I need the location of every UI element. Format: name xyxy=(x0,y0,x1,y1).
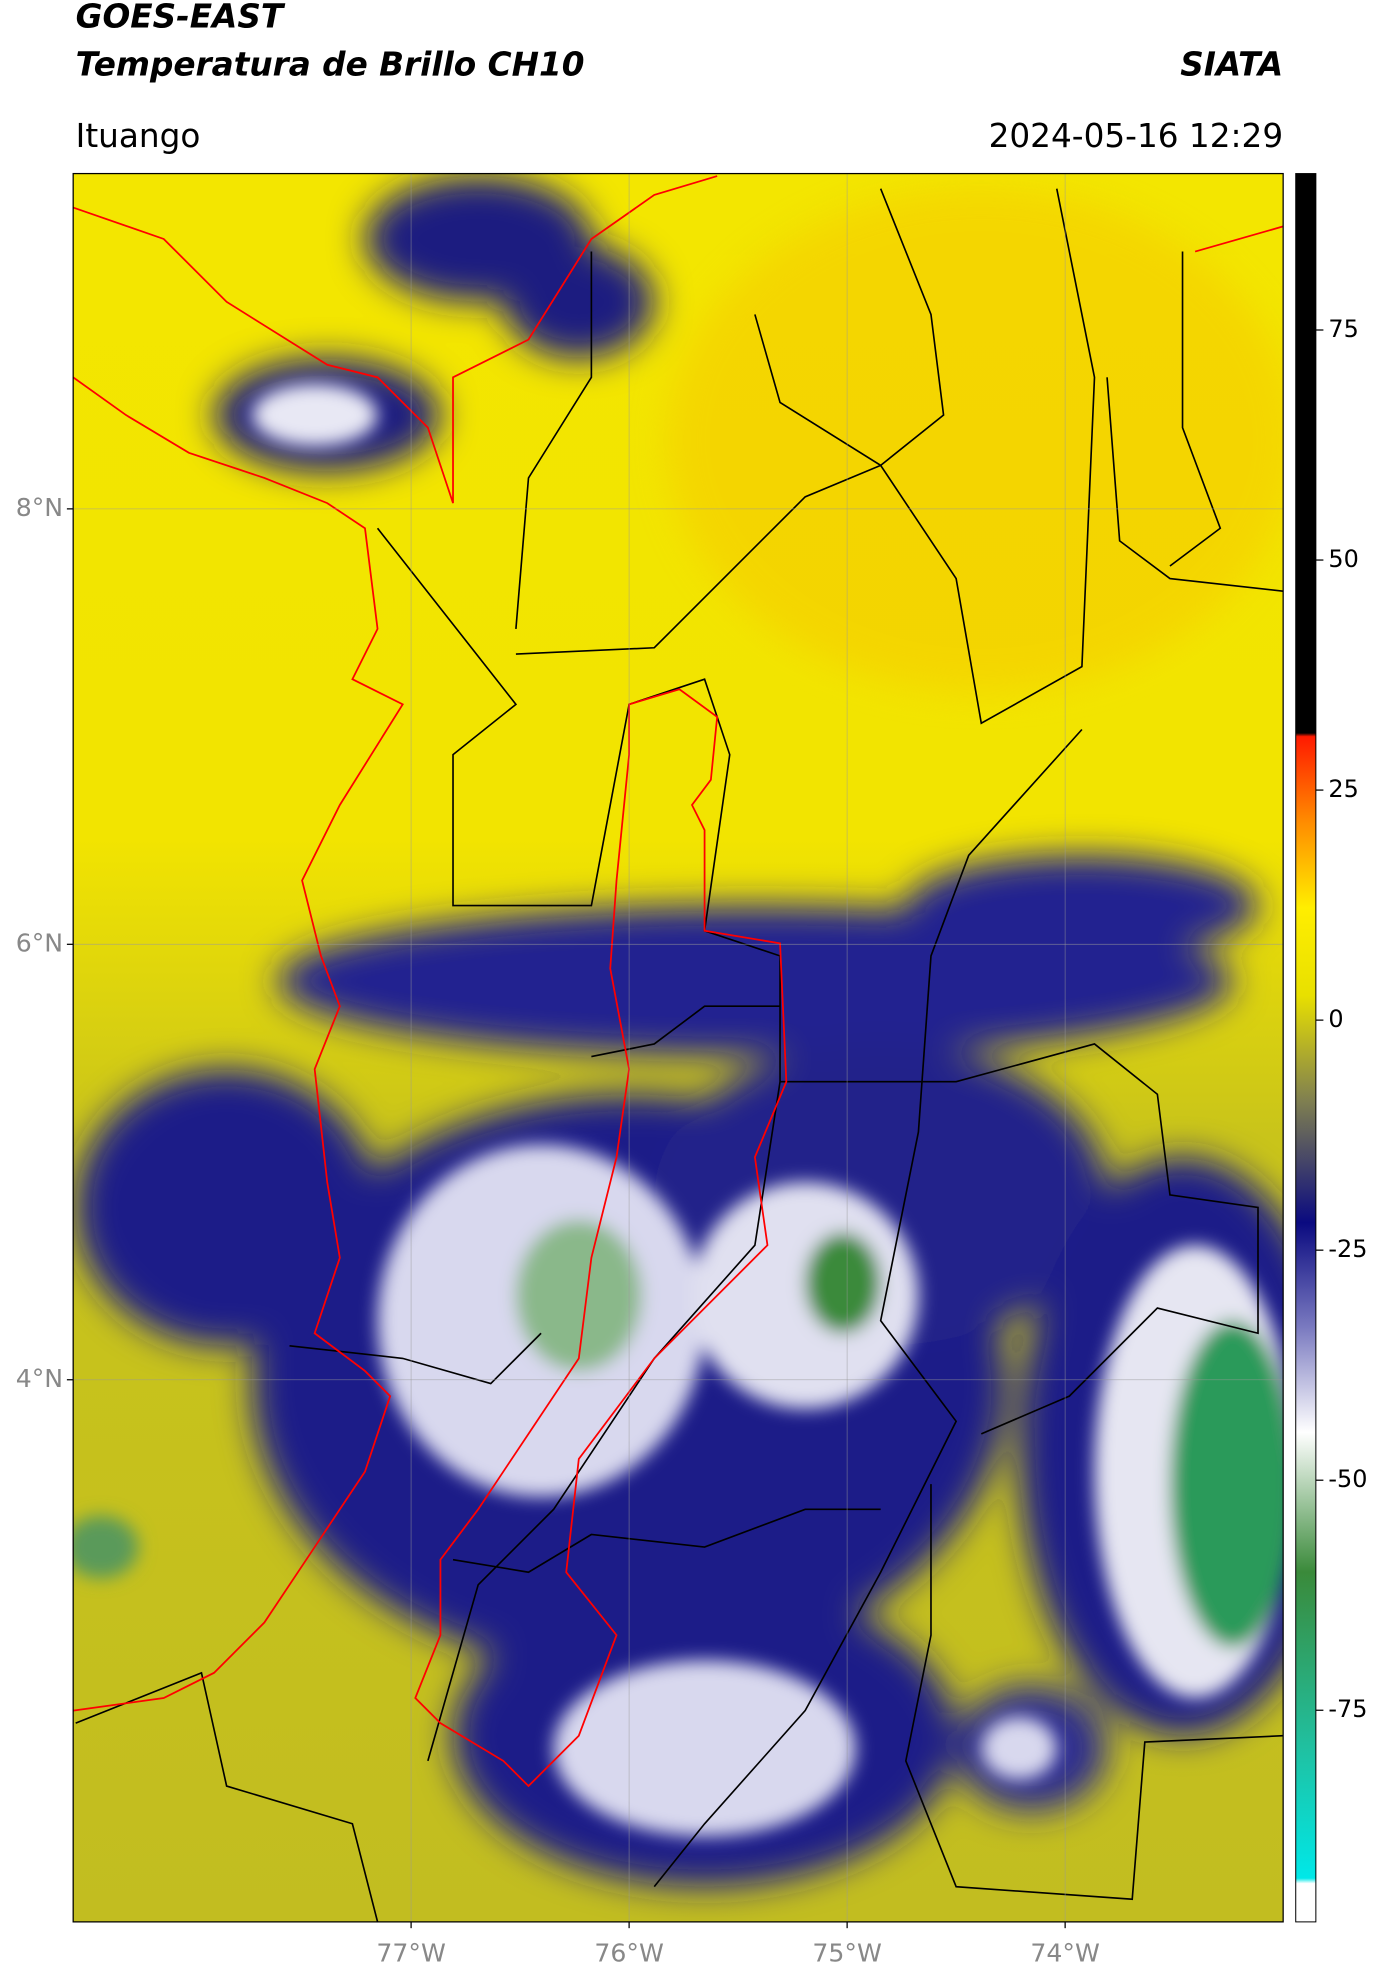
x-tick-label: 74°W xyxy=(1030,1939,1100,1968)
colorbar-label: 50 xyxy=(1328,545,1358,573)
datetime: 2024-05-16 12:29 xyxy=(989,117,1284,155)
colorbar-label: 0 xyxy=(1328,1005,1343,1033)
x-tick-label: 75°W xyxy=(812,1939,882,1968)
graticule xyxy=(73,173,1284,1922)
colorbar-label: 75 xyxy=(1328,315,1358,343)
colorbar-label: -25 xyxy=(1328,1235,1367,1263)
map-image xyxy=(73,173,1284,1922)
y-tick-label: 6°N xyxy=(16,928,63,957)
colorbar-label: -75 xyxy=(1328,1695,1367,1723)
colorbar xyxy=(1295,173,1317,1923)
y-tick-label: 4°N xyxy=(16,1364,63,1393)
location: Ituango xyxy=(76,117,201,155)
subtitle: Temperatura de Brillo CH10 xyxy=(76,45,585,83)
x-tick-label: 76°W xyxy=(594,1939,664,1968)
title: GOES-EAST xyxy=(76,0,286,36)
source: SIATA xyxy=(1180,45,1283,83)
colorbar-label: -50 xyxy=(1328,1465,1367,1493)
colorbar-label: 25 xyxy=(1328,775,1358,803)
y-tick-label: 8°N xyxy=(16,493,63,522)
map-frame xyxy=(72,172,1284,1923)
labels: 77°W 76°W 75°W 74°W 8°N 6°N 4°N 75 50 25 0 -25 -50 -7… xyxy=(16,315,1368,1968)
x-tick-label: 77°W xyxy=(376,1939,446,1968)
